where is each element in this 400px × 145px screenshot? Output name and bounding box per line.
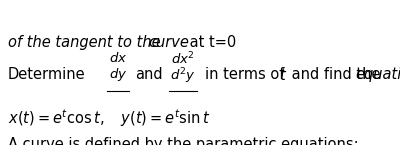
Text: $d^2y$: $d^2y$	[170, 66, 196, 86]
Text: $t$: $t$	[279, 67, 287, 83]
Text: $dy$: $dy$	[109, 66, 127, 83]
Text: at t=0: at t=0	[185, 35, 236, 50]
Text: equation: equation	[355, 67, 400, 82]
Text: and find the: and find the	[287, 67, 385, 82]
Text: Determine: Determine	[8, 67, 86, 82]
Text: $dx$: $dx$	[109, 51, 127, 65]
Text: of the tangent to the: of the tangent to the	[8, 35, 165, 50]
Text: curve: curve	[148, 35, 189, 50]
Text: A curve is defined by the parametric equations:: A curve is defined by the parametric equ…	[8, 137, 359, 145]
Text: and: and	[135, 67, 163, 82]
Text: $x(t) = e^t \cos t, \quad y(t) = e^t \sin t$: $x(t) = e^t \cos t, \quad y(t) = e^t \si…	[8, 107, 210, 129]
Text: in terms of: in terms of	[205, 67, 289, 82]
Text: $dx^2$: $dx^2$	[171, 51, 195, 68]
